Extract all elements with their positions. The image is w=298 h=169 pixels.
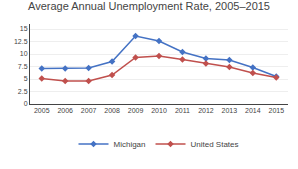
svg-text:2.5: 2.5 [18, 88, 28, 95]
svg-text:15: 15 [20, 25, 28, 32]
svg-text:2007: 2007 [81, 107, 97, 114]
svg-text:10: 10 [20, 50, 28, 57]
svg-text:5: 5 [24, 75, 28, 82]
svg-text:2012: 2012 [198, 107, 214, 114]
svg-text:2006: 2006 [57, 107, 73, 114]
svg-text:2009: 2009 [128, 107, 144, 114]
svg-text:12.5: 12.5 [14, 38, 28, 45]
svg-text:United States: United States [191, 140, 239, 149]
svg-text:2015: 2015 [268, 107, 284, 114]
svg-text:7.5: 7.5 [18, 63, 28, 70]
svg-text:2008: 2008 [104, 107, 120, 114]
svg-text:Michigan: Michigan [114, 140, 146, 149]
svg-text:2011: 2011 [175, 107, 190, 114]
svg-text:2014: 2014 [245, 107, 261, 114]
svg-text:2010: 2010 [151, 107, 167, 114]
svg-text:2013: 2013 [222, 107, 238, 114]
svg-text:0: 0 [24, 100, 28, 107]
svg-text:2005: 2005 [34, 107, 50, 114]
svg-text:Average Annual Unemployment Ra: Average Annual Unemployment Rate, 2005–2… [28, 0, 270, 12]
